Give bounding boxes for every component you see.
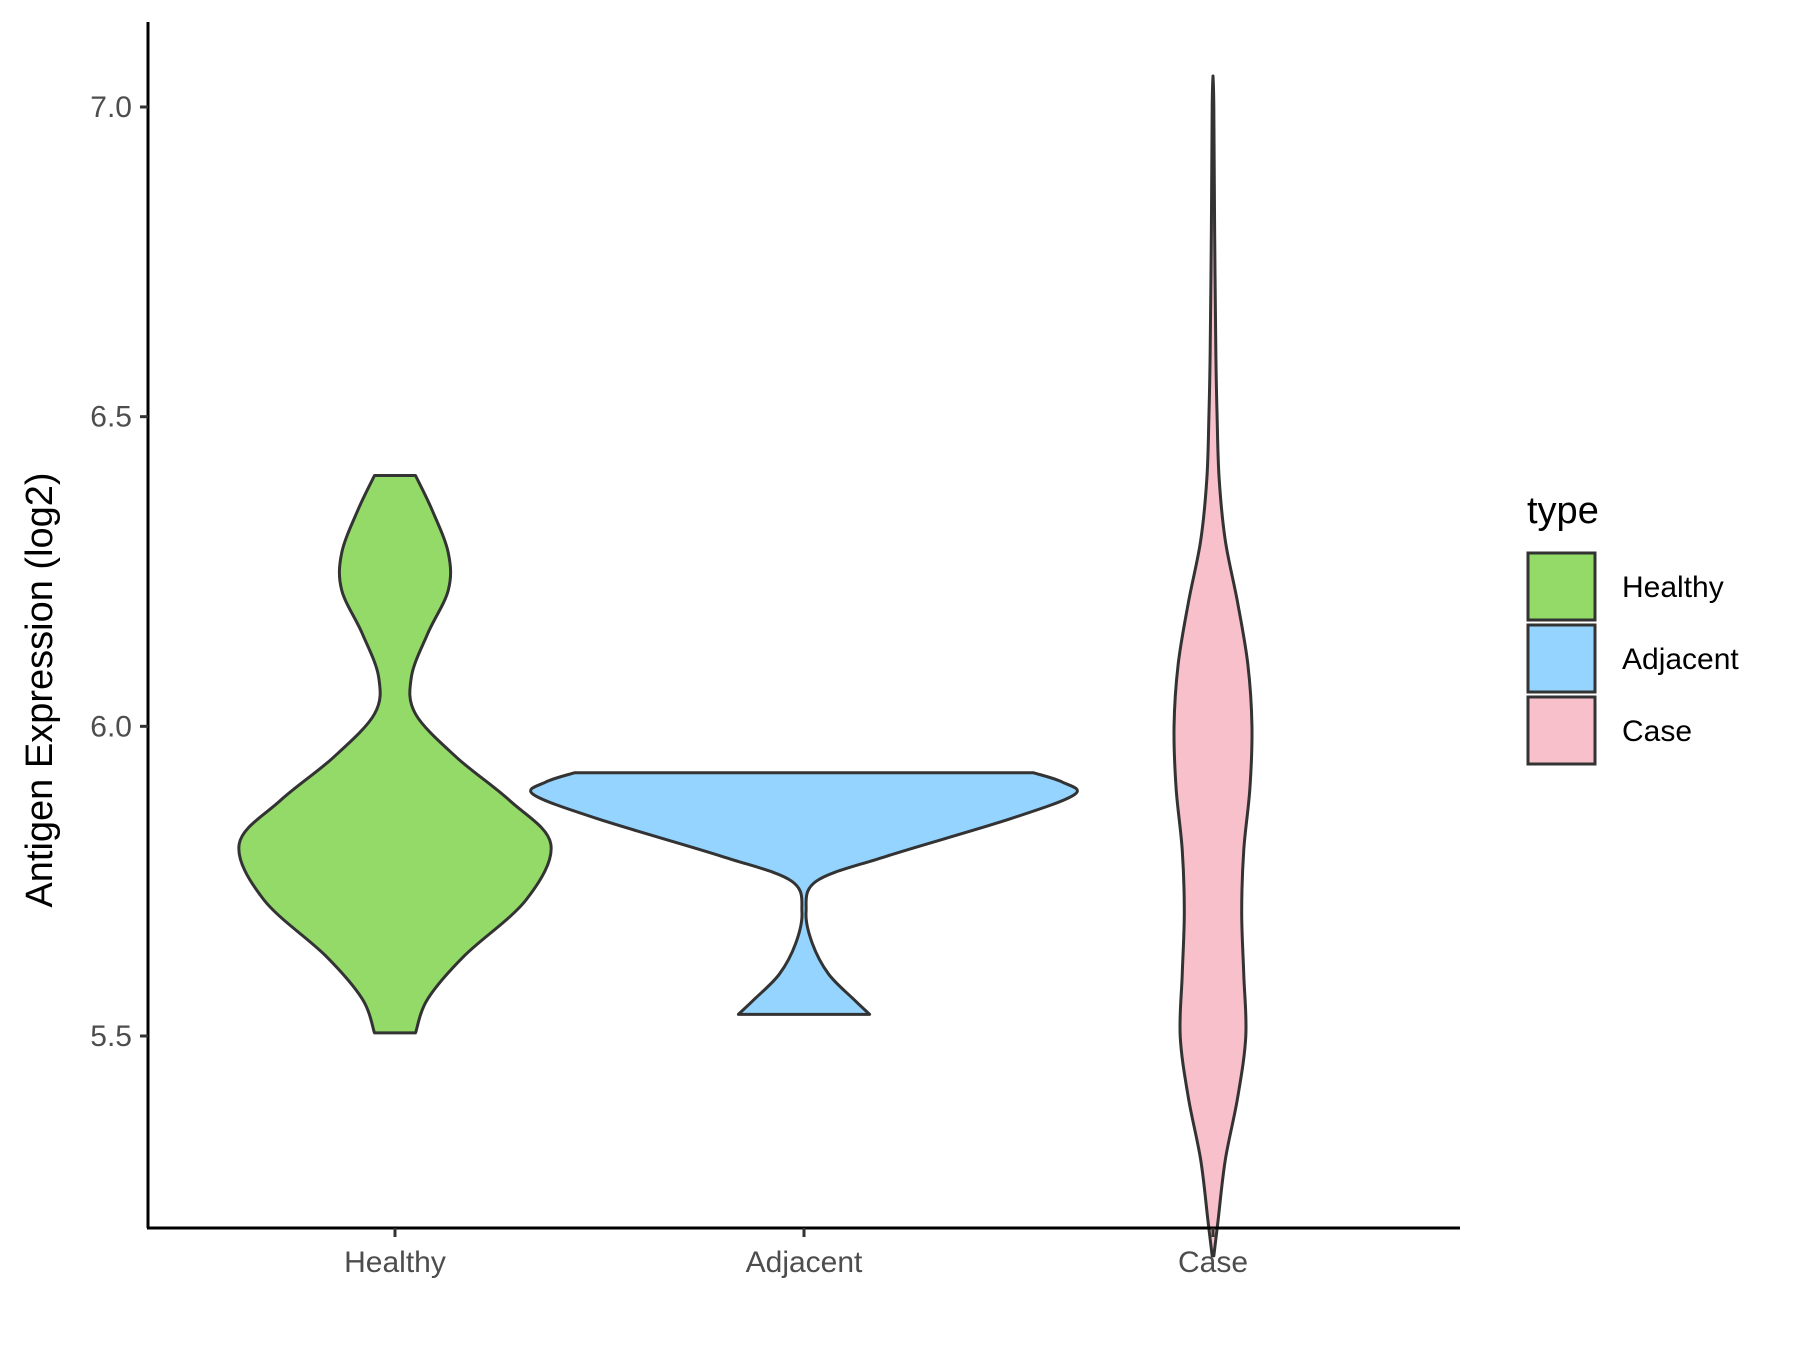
x-tick-label: Healthy	[344, 1246, 446, 1279]
legend-entries: Healthy Adjacent Case	[1526, 551, 1739, 766]
legend-key-healthy	[1526, 551, 1597, 622]
violin-layer	[237, 74, 1254, 1258]
violin-adjacent	[529, 771, 1079, 1016]
legend-label-healthy: Healthy	[1622, 571, 1724, 604]
x-tick-label: Adjacent	[746, 1246, 863, 1279]
x-ticks: Healthy Adjacent Case	[344, 1228, 1248, 1279]
legend-key-case	[1526, 695, 1597, 766]
y-axis-title: Antigen Expression (log2)	[19, 472, 61, 907]
y-tick-label: 7.0	[90, 91, 132, 124]
y-tick-label: 5.5	[90, 1020, 132, 1053]
legend-title: type	[1527, 490, 1599, 532]
x-tick-label: Case	[1178, 1246, 1248, 1279]
legend: type Healthy Adjacent Case	[1526, 490, 1739, 766]
y-tick-label: 6.0	[90, 710, 132, 743]
violin-healthy	[237, 474, 553, 1035]
legend-label-case: Case	[1622, 715, 1692, 748]
y-ticks: 5.5 6.0 6.5 7.0	[90, 91, 148, 1053]
legend-key-adjacent	[1526, 623, 1597, 694]
violin-case	[1172, 74, 1254, 1258]
y-tick-label: 6.5	[90, 401, 132, 434]
legend-label-adjacent: Adjacent	[1622, 643, 1739, 676]
